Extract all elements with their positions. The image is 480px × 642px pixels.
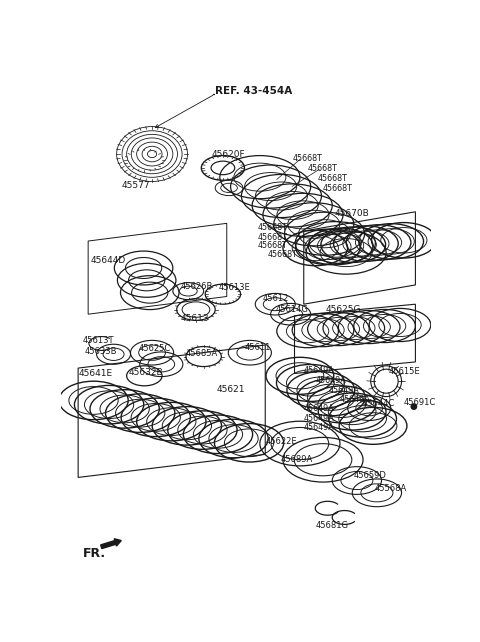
Text: 45612: 45612 (263, 294, 289, 303)
Text: 45668T: 45668T (258, 241, 288, 250)
Text: 45568A: 45568A (374, 483, 407, 492)
Text: 45613: 45613 (180, 314, 209, 323)
Text: 45668T: 45668T (267, 250, 298, 259)
Text: 45622E: 45622E (265, 437, 297, 446)
Text: FR.: FR. (83, 547, 106, 560)
Ellipse shape (411, 404, 417, 410)
Text: 45613E: 45613E (219, 283, 251, 292)
Text: 45668T: 45668T (323, 184, 353, 193)
Text: 45641E: 45641E (78, 369, 112, 378)
Text: 45681G: 45681G (315, 521, 348, 530)
Text: 45633B: 45633B (84, 347, 117, 356)
Text: 45644D: 45644D (90, 256, 126, 265)
Text: 45668T: 45668T (292, 154, 322, 163)
Text: 45685A: 45685A (186, 349, 218, 358)
Text: 45649A: 45649A (304, 404, 335, 413)
Text: 45614G: 45614G (275, 305, 308, 314)
Text: 45649A: 45649A (304, 423, 335, 432)
FancyArrow shape (101, 539, 121, 548)
Text: 45613T: 45613T (83, 336, 114, 345)
Text: 45668T: 45668T (318, 174, 348, 183)
Text: 45649A: 45649A (340, 395, 371, 404)
Text: 45649A: 45649A (328, 386, 359, 395)
Text: 45626B: 45626B (180, 282, 213, 291)
Text: 45691C: 45691C (404, 398, 436, 407)
Text: REF. 43-454A: REF. 43-454A (215, 86, 292, 96)
Text: 45649A: 45649A (315, 376, 346, 385)
Text: 45644C: 45644C (363, 399, 396, 408)
Text: 45625C: 45625C (138, 344, 170, 353)
Text: 45632B: 45632B (129, 368, 164, 377)
Text: 45615E: 45615E (388, 367, 420, 376)
Text: 45668T: 45668T (258, 232, 288, 241)
Text: 45649A: 45649A (304, 413, 335, 422)
Text: 45577: 45577 (121, 181, 150, 190)
Text: 45621: 45621 (217, 385, 245, 394)
Text: 45668T: 45668T (308, 164, 337, 173)
Text: 45625G: 45625G (325, 305, 361, 314)
Text: 45668T: 45668T (258, 223, 288, 232)
Text: 45620F: 45620F (211, 150, 245, 159)
Text: 45649A: 45649A (304, 366, 335, 375)
Text: 45670B: 45670B (335, 209, 369, 218)
Text: 45689A: 45689A (281, 455, 313, 464)
Text: 45659D: 45659D (354, 471, 387, 480)
Text: 45611: 45611 (244, 343, 271, 352)
